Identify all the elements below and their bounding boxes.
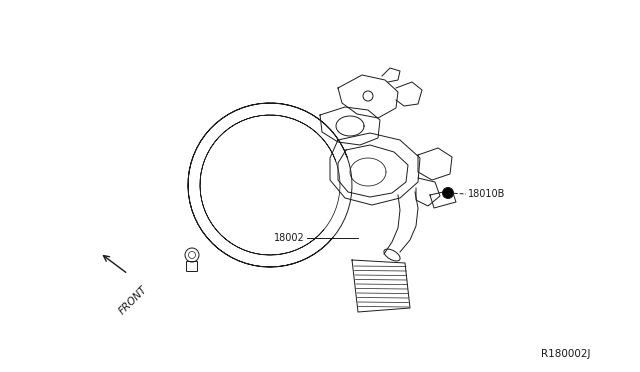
Text: R180002J: R180002J	[541, 349, 591, 359]
Text: FRONT: FRONT	[117, 284, 149, 316]
Text: 18010B: 18010B	[468, 189, 506, 199]
Circle shape	[442, 187, 454, 199]
Text: 18002: 18002	[275, 233, 305, 243]
